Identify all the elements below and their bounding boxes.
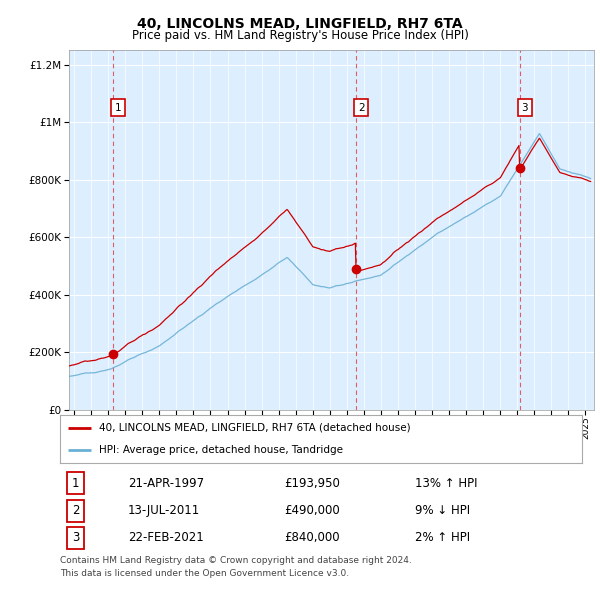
Text: 21-APR-1997: 21-APR-1997: [128, 477, 204, 490]
Text: Contains HM Land Registry data © Crown copyright and database right 2024.: Contains HM Land Registry data © Crown c…: [60, 556, 412, 565]
Text: 1: 1: [115, 103, 122, 113]
Text: 13-JUL-2011: 13-JUL-2011: [128, 504, 200, 517]
Text: £840,000: £840,000: [284, 532, 340, 545]
Text: 9% ↓ HPI: 9% ↓ HPI: [415, 504, 470, 517]
Text: 13% ↑ HPI: 13% ↑ HPI: [415, 477, 478, 490]
Text: 3: 3: [521, 103, 528, 113]
Text: 1: 1: [72, 477, 79, 490]
Text: This data is licensed under the Open Government Licence v3.0.: This data is licensed under the Open Gov…: [60, 569, 349, 578]
Text: 2: 2: [72, 504, 79, 517]
Text: 22-FEB-2021: 22-FEB-2021: [128, 532, 203, 545]
Text: 3: 3: [72, 532, 79, 545]
Text: 2% ↑ HPI: 2% ↑ HPI: [415, 532, 470, 545]
Text: 40, LINCOLNS MEAD, LINGFIELD, RH7 6TA: 40, LINCOLNS MEAD, LINGFIELD, RH7 6TA: [137, 17, 463, 31]
Text: £193,950: £193,950: [284, 477, 340, 490]
Text: Price paid vs. HM Land Registry's House Price Index (HPI): Price paid vs. HM Land Registry's House …: [131, 30, 469, 42]
Text: 2: 2: [358, 103, 365, 113]
Text: 40, LINCOLNS MEAD, LINGFIELD, RH7 6TA (detached house): 40, LINCOLNS MEAD, LINGFIELD, RH7 6TA (d…: [99, 423, 411, 433]
Text: HPI: Average price, detached house, Tandridge: HPI: Average price, detached house, Tand…: [99, 445, 343, 455]
Text: £490,000: £490,000: [284, 504, 340, 517]
